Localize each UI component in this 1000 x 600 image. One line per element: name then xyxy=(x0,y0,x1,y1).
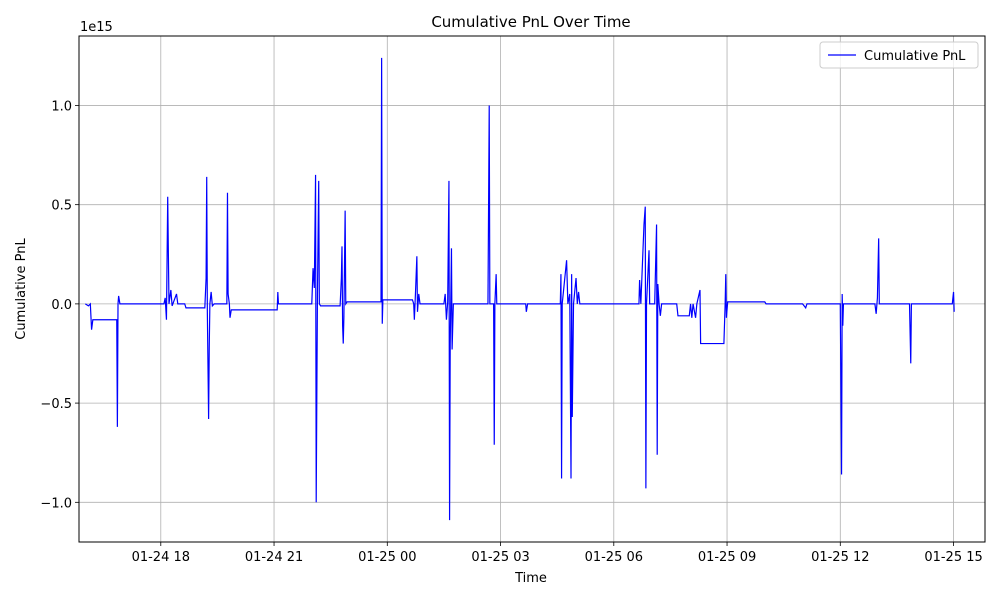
y-tick-label: 1.0 xyxy=(51,99,72,114)
x-tick-label: 01-25 06 xyxy=(585,550,643,565)
chart-title: Cumulative PnL Over Time xyxy=(431,13,630,31)
legend: Cumulative PnL xyxy=(819,41,979,69)
legend-box xyxy=(819,41,979,69)
series-line-cumulative-pnl xyxy=(84,57,955,521)
y-axis-title: Cumulative PnL xyxy=(14,238,29,340)
x-tick-label: 01-24 21 xyxy=(245,550,303,565)
x-tick-label: 01-24 18 xyxy=(132,550,190,565)
grid-layer xyxy=(79,36,985,542)
tick-layer: 01-24 18 01-24 21 01-25 00 01-25 03 01-25 06… xyxy=(40,99,982,565)
x-tick-label: 01-25 09 xyxy=(698,550,756,565)
y-axis-scale-label: 1e15 xyxy=(80,20,113,35)
y-tick-label: 0.5 xyxy=(51,199,72,214)
y-tick-label: −1.0 xyxy=(40,496,72,511)
y-tick-label: 0.0 xyxy=(51,298,72,313)
legend-label: Cumulative PnL xyxy=(864,49,966,64)
y-tick-label: −0.5 xyxy=(40,397,72,412)
x-tick-label: 01-25 00 xyxy=(358,550,416,565)
x-axis-title: Time xyxy=(514,571,547,586)
x-tick-label: 01-25 12 xyxy=(811,550,869,565)
x-tick-label: 01-25 15 xyxy=(924,550,982,565)
plot-frame xyxy=(78,35,986,543)
x-tick-label: 01-25 03 xyxy=(471,550,529,565)
plot-layer xyxy=(84,57,955,521)
